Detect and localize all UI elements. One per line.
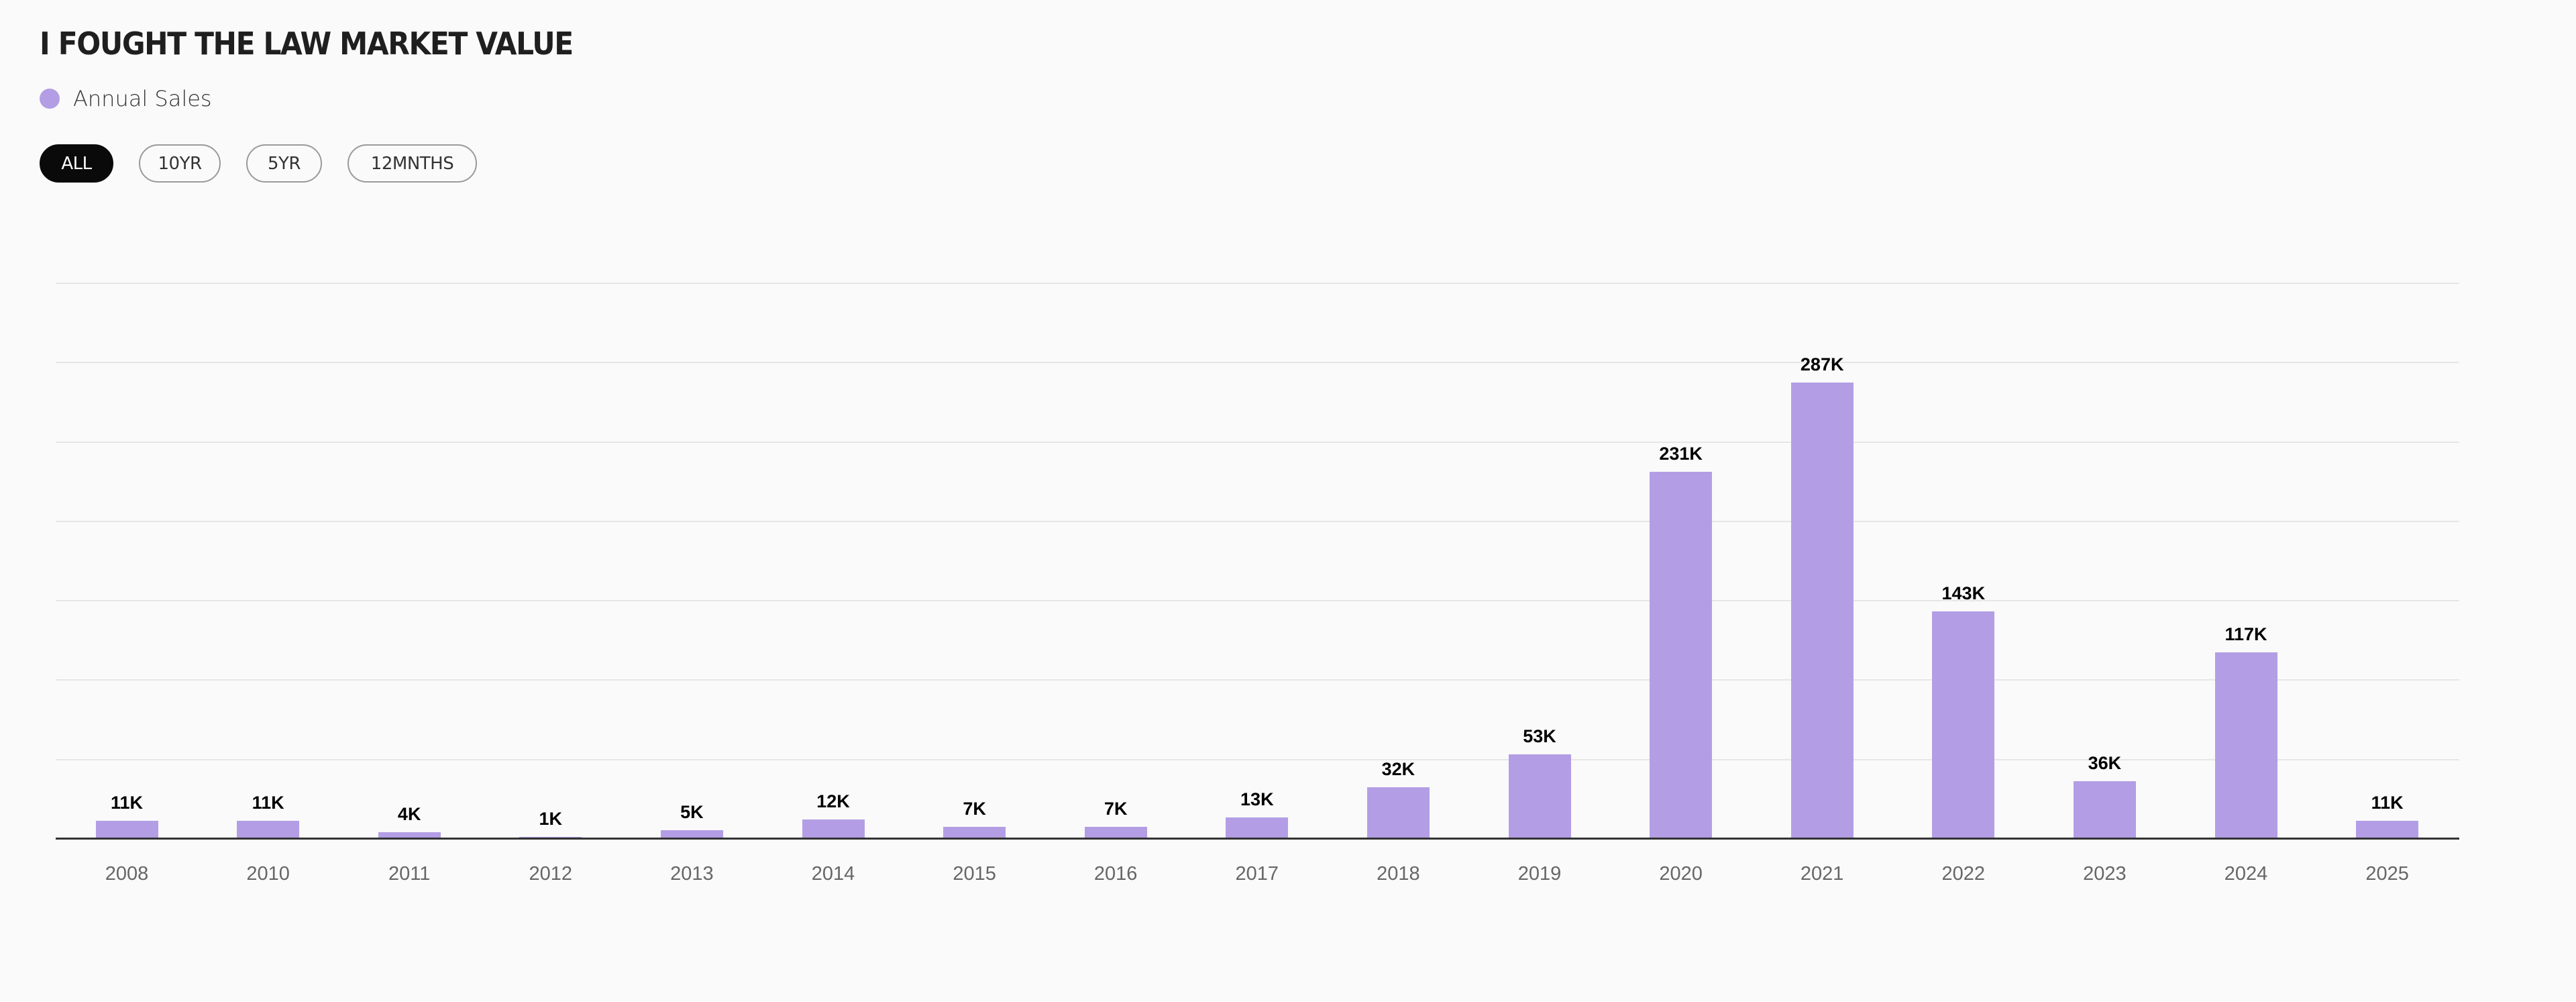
bar-value-label: 11K — [110, 792, 144, 813]
x-axis-label: 2008 — [105, 863, 149, 885]
bar-2016[interactable] — [1084, 827, 1147, 838]
x-axis-label: 2023 — [2083, 863, 2127, 885]
bar-value-label: 4K — [397, 803, 421, 824]
bar-value-label: 13K — [1240, 789, 1274, 810]
bar-2021[interactable] — [1790, 383, 1854, 838]
bar-2018[interactable] — [1366, 787, 1430, 838]
bar-value-label: 7K — [1104, 799, 1128, 819]
bar-value-label: 287K — [1800, 354, 1844, 375]
bar-value-label: 117K — [2224, 624, 2267, 645]
gridline — [56, 758, 2459, 760]
bar-2025[interactable] — [2356, 820, 2419, 838]
bar-value-label: 11K — [252, 792, 284, 813]
x-axis-label: 2022 — [1941, 863, 1986, 885]
bar-2014[interactable] — [802, 819, 865, 838]
gridline — [56, 679, 2459, 681]
bar-value-label: 5K — [680, 802, 704, 823]
x-axis-label: 2017 — [1235, 863, 1279, 885]
bar-2017[interactable] — [1226, 817, 1289, 838]
bar-value-label: 231K — [1659, 443, 1703, 464]
x-axis-label: 2015 — [953, 863, 996, 885]
bar-2015[interactable] — [943, 827, 1006, 838]
x-axis-label: 2010 — [246, 863, 290, 885]
bar-2011[interactable] — [378, 832, 441, 838]
x-axis-label: 2021 — [1800, 863, 1844, 885]
x-axis-label: 2020 — [1659, 863, 1703, 885]
bar-value-label: 53K — [1523, 725, 1556, 746]
legend-dot-icon — [40, 89, 60, 109]
bar-value-label: 12K — [816, 791, 850, 811]
x-axis-label: 2012 — [529, 863, 573, 885]
range-selector: ALL 10YR 5YR 12MNTHS — [40, 144, 502, 183]
bar-value-label: 36K — [2088, 752, 2122, 773]
x-axis-label: 2016 — [1093, 863, 1138, 885]
range-all-button[interactable]: ALL — [40, 144, 113, 183]
x-axis-label: 2011 — [388, 863, 431, 885]
x-axis-label: 2014 — [811, 863, 855, 885]
bar-2008[interactable] — [95, 820, 158, 838]
gridline — [56, 362, 2459, 364]
gridline — [56, 283, 2459, 284]
bar-2013[interactable] — [660, 830, 723, 838]
x-axis-label: 2025 — [2365, 863, 2409, 885]
bar-value-label: 7K — [963, 799, 986, 819]
range-12mnths-button[interactable]: 12MNTHS — [347, 144, 477, 183]
bar-value-label: 32K — [1381, 759, 1415, 780]
x-axis-label: 2018 — [1377, 863, 1420, 885]
x-axis-label: 2024 — [2224, 863, 2268, 885]
gridline — [56, 600, 2459, 602]
chart-title: I FOUGHT THE LAW MARKET VALUE — [40, 26, 574, 62]
bar-2010[interactable] — [237, 820, 300, 838]
x-axis-label: 2019 — [1517, 863, 1562, 885]
bar-2023[interactable] — [2073, 781, 2136, 838]
bar-2019[interactable] — [1508, 754, 1571, 838]
bar-value-label: 1K — [539, 808, 563, 829]
bar-2024[interactable] — [2214, 652, 2277, 838]
range-10yr-button[interactable]: 10YR — [139, 144, 221, 183]
x-axis-line — [56, 838, 2459, 840]
range-5yr-button[interactable]: 5YR — [246, 144, 322, 183]
bar-value-label: 11K — [2371, 792, 2404, 813]
gridline — [56, 520, 2459, 522]
bar-value-label: 143K — [1941, 583, 1986, 603]
bar-2012[interactable] — [519, 836, 582, 838]
gridline — [56, 441, 2459, 443]
legend-label-annual-sales: Annual Sales — [73, 86, 212, 111]
x-axis-label: 2013 — [670, 863, 714, 885]
legend: Annual Sales — [40, 86, 212, 111]
bar-2022[interactable] — [1932, 611, 1995, 838]
bar-2020[interactable] — [1650, 471, 1713, 838]
